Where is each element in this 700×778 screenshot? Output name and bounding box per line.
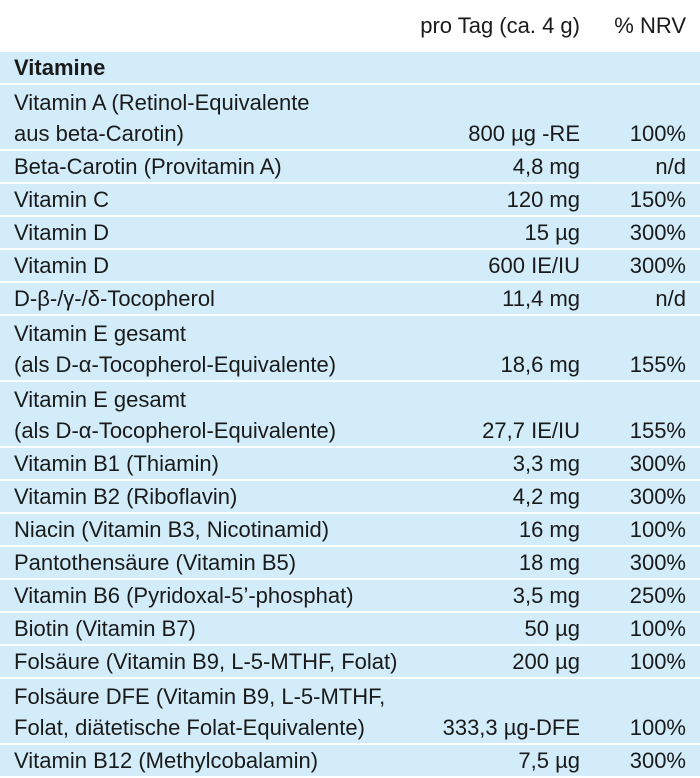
amount-per-day: 333,3 µg-DFE	[442, 715, 580, 740]
nutrient-name: Vitamin B2 (Riboflavin)	[14, 484, 238, 509]
nrv-percent: 150%	[629, 187, 686, 212]
nutrient-name: Vitamin C	[14, 187, 109, 212]
nutrient-name: Beta-Carotin (Provitamin A)	[14, 154, 282, 179]
nutrient-name: Vitamin E gesamt (als D-α-Tocopherol-Equ…	[14, 321, 337, 377]
table-row: Folsäure DFE (Vitamin B9, L-5-MTHF, Fola…	[0, 679, 700, 745]
table-row: Vitamin B2 (Riboflavin) 4,2 mg 300%	[0, 481, 700, 514]
table-row: Vitamin B6 (Pyridoxal-5’-phosphat) 3,5 mg…	[0, 580, 700, 613]
nrv-percent: 250%	[629, 583, 686, 608]
table-row: Pantothensäure (Vitamin B5) 18 mg 300%	[0, 547, 700, 580]
amount-per-day: 16 mg	[518, 517, 580, 542]
table-row: Niacin (Vitamin B3, Nicotinamid) 16 mg 100…	[0, 514, 700, 547]
nrv-percent: 100%	[629, 649, 686, 674]
nrv-percent: 100%	[629, 517, 686, 542]
amount-per-day: 4,2 mg	[512, 484, 580, 509]
table-header: pro Tag (ca. 4 g) % NRV	[0, 0, 700, 52]
table-row: Vitamin B12 (Methylcobalamin) 7,5 µg 300%	[0, 745, 700, 778]
nutrient-name: Pantothensäure (Vitamin B5)	[14, 550, 297, 575]
nutrient-name: Vitamin A (Retinol-Equivalente aus beta-…	[14, 90, 310, 146]
table-row: Vitamin D 600 IE/IU 300%	[0, 250, 700, 283]
header-per-day: pro Tag (ca. 4 g)	[420, 13, 580, 38]
nrv-percent: 100%	[629, 715, 686, 740]
amount-per-day: 27,7 IE/IU	[482, 418, 580, 443]
table-row: Beta-Carotin (Provitamin A) 4,8 mg n/d	[0, 151, 700, 184]
nutrient-name: Vitamin D	[14, 220, 109, 245]
table-row: D-β-/γ-/δ-Tocopherol 11,4 mg n/d	[0, 283, 700, 316]
nrv-percent: 155%	[629, 352, 686, 377]
nutrient-name: Biotin (Vitamin B7)	[14, 616, 196, 641]
amount-per-day: 7,5 µg	[518, 748, 580, 773]
amount-per-day: 120 mg	[506, 187, 580, 212]
section-title: Vitamine	[14, 55, 106, 80]
amount-per-day: 600 IE/IU	[488, 253, 580, 278]
amount-per-day: 11,4 mg	[502, 286, 580, 311]
amount-per-day: 50 µg	[524, 616, 581, 641]
amount-per-day: 200 µg	[512, 649, 580, 674]
nrv-percent: n/d	[655, 286, 686, 311]
table-row: Vitamin E gesamt (als D-α-Tocopherol-Equ…	[0, 382, 700, 448]
amount-per-day: 4,8 mg	[512, 154, 580, 179]
nutrient-name: Vitamin B12 (Methylcobalamin)	[14, 748, 319, 773]
nutrient-name: Vitamin B6 (Pyridoxal-5’-phosphat)	[14, 583, 354, 608]
table-row: Vitamin B1 (Thiamin) 3,3 mg 300%	[0, 448, 700, 481]
nutrient-name: Niacin (Vitamin B3, Nicotinamid)	[14, 517, 330, 542]
nrv-percent: 300%	[629, 220, 686, 245]
amount-per-day: 15 µg	[524, 220, 581, 245]
amount-per-day: 3,3 mg	[512, 451, 580, 476]
table-row: Folsäure (Vitamin B9, L-5-MTHF, Folat) 20…	[0, 646, 700, 679]
table-row: Vitamin E gesamt (als D-α-Tocopherol-Equ…	[0, 316, 700, 382]
nrv-percent: 100%	[629, 121, 686, 146]
nrv-percent: 155%	[629, 418, 686, 443]
nutrient-name: Vitamin D	[14, 253, 109, 278]
nrv-percent: 300%	[629, 451, 686, 476]
table-row: Biotin (Vitamin B7) 50 µg 100%	[0, 613, 700, 646]
table-row: Vitamin A (Retinol-Equivalente aus beta-…	[0, 85, 700, 151]
amount-per-day: 3,5 mg	[512, 583, 580, 608]
nutrient-name: D-β-/γ-/δ-Tocopherol	[14, 286, 215, 311]
nrv-percent: 300%	[629, 484, 686, 509]
amount-per-day: 18,6 mg	[500, 352, 581, 377]
section-heading: Vitamine	[0, 52, 700, 85]
nutrient-name: Vitamin E gesamt (als D-α-Tocopherol-Equ…	[14, 387, 337, 443]
nutrient-name: Folsäure DFE (Vitamin B9, L-5-MTHF, Fola…	[14, 684, 386, 740]
nrv-percent: 300%	[629, 748, 686, 773]
table-row: Vitamin D 15 µg 300%	[0, 217, 700, 250]
table-row: Vitamin C 120 mg 150%	[0, 184, 700, 217]
amount-per-day: 800 µg -RE	[468, 121, 580, 146]
nrv-percent: 300%	[629, 253, 686, 278]
amount-per-day: 18 mg	[518, 550, 580, 575]
nutrient-name: Folsäure (Vitamin B9, L-5-MTHF, Folat)	[14, 649, 398, 674]
table-body: Vitamin A (Retinol-Equivalente aus beta-…	[0, 85, 700, 778]
nrv-percent: 100%	[629, 616, 686, 641]
nutrient-name: Vitamin B1 (Thiamin)	[14, 451, 219, 476]
nrv-percent: 300%	[629, 550, 686, 575]
header-nrv: % NRV	[614, 13, 686, 38]
nrv-percent: n/d	[655, 154, 686, 179]
